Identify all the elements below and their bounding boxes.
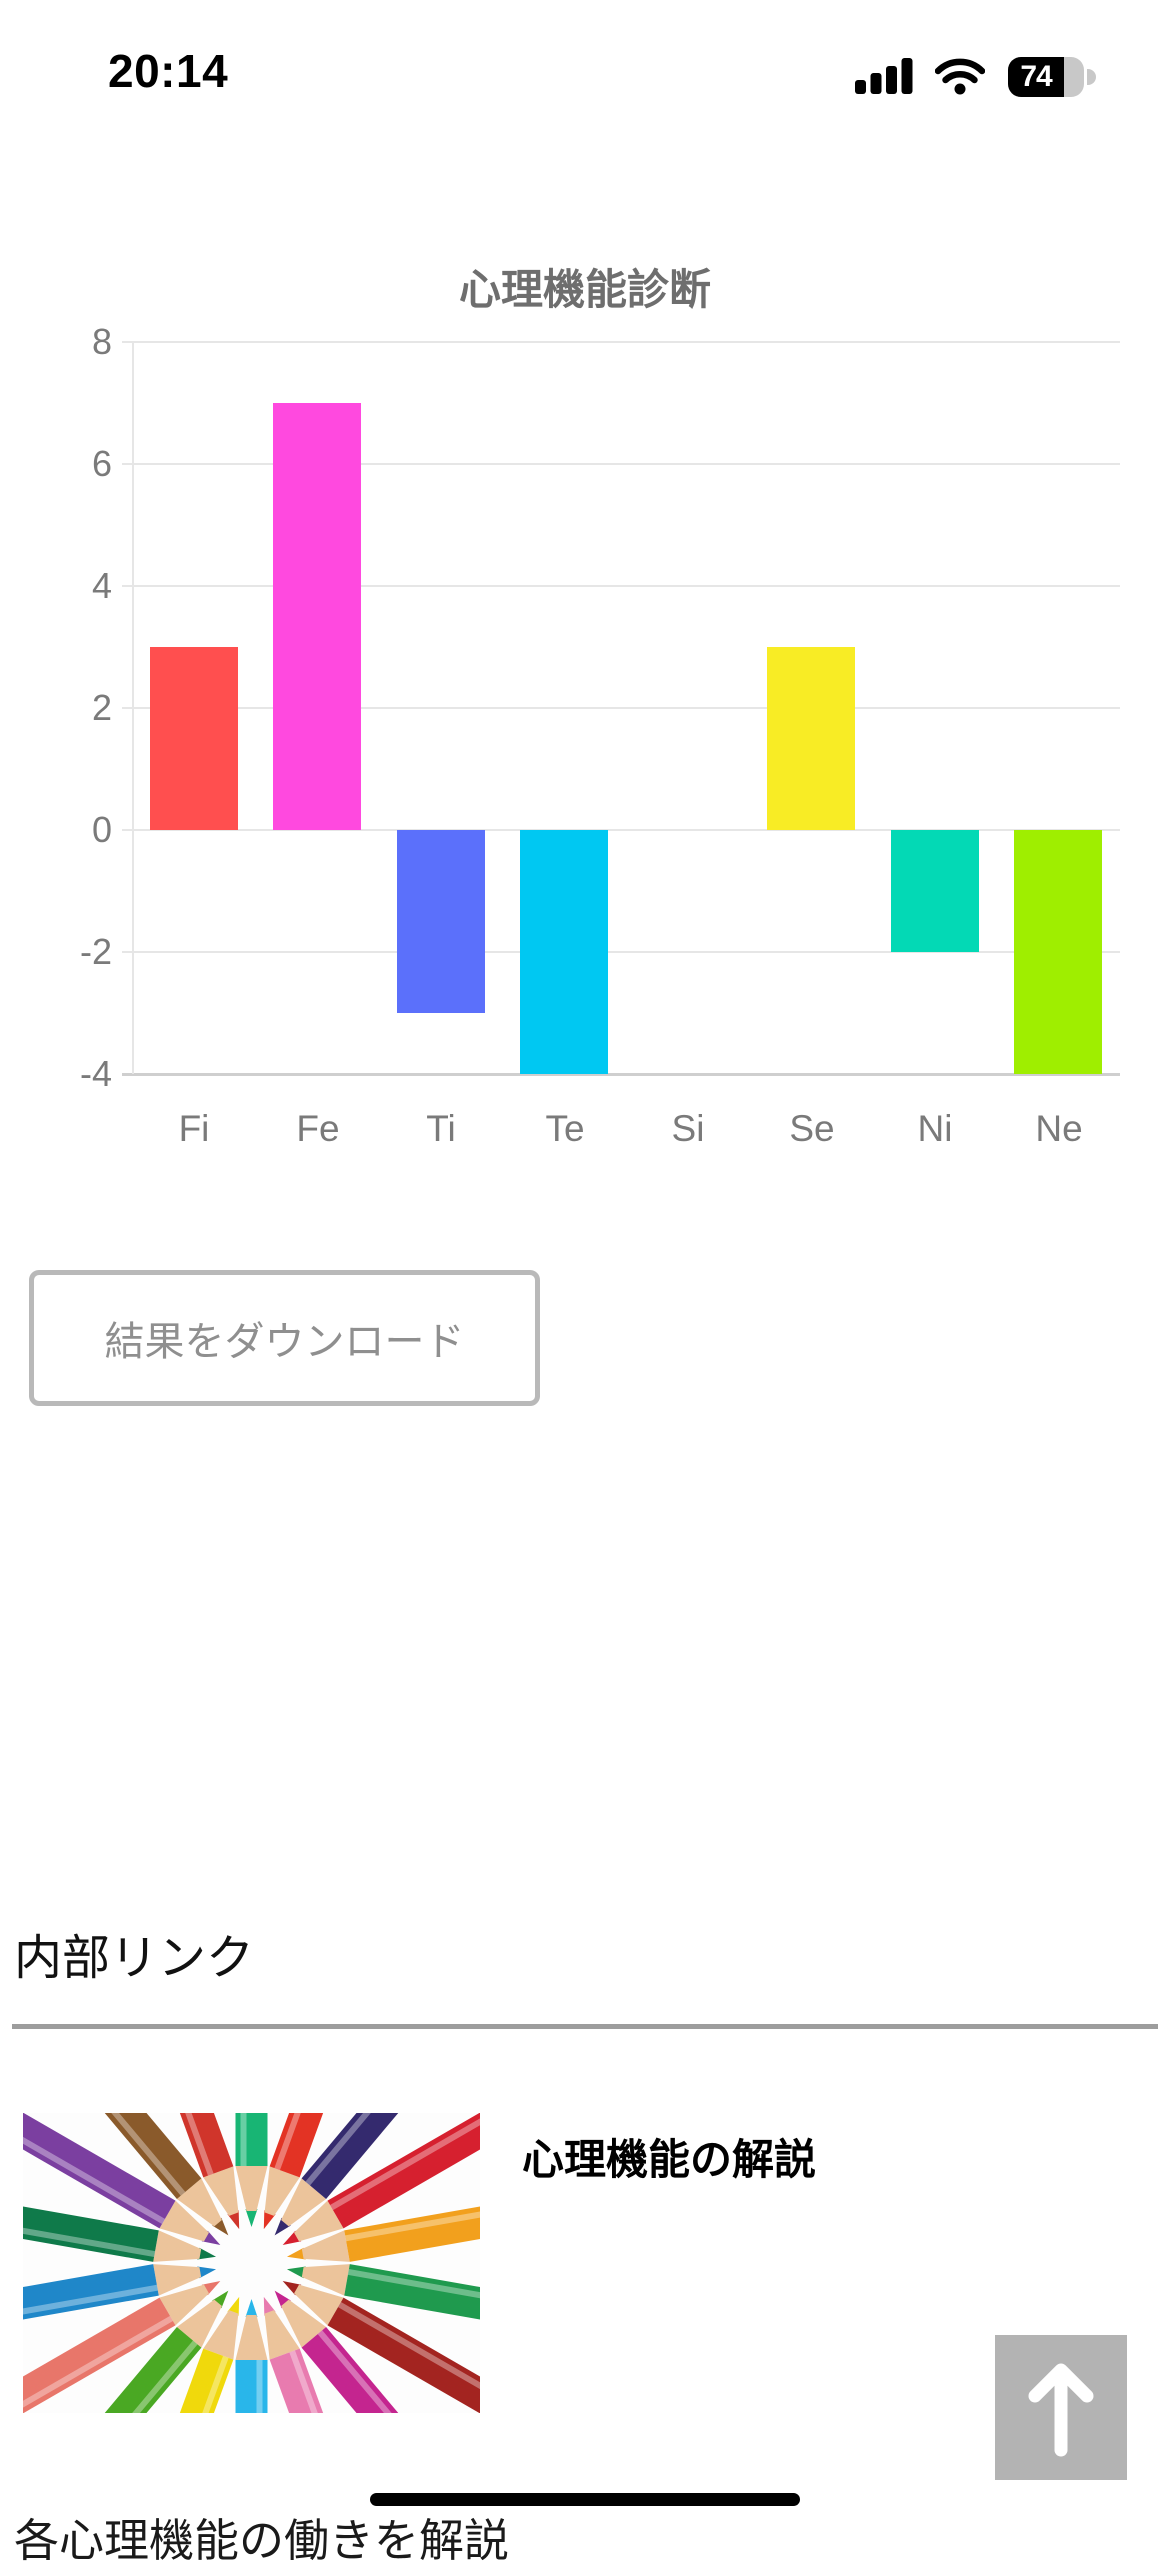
y-tick-label--2: -2: [79, 931, 112, 972]
gridline-y-4: [122, 585, 1120, 587]
chart-title: 心理機能診断: [458, 266, 711, 313]
pencil: [263, 2296, 365, 2413]
internal-links-heading: 内部リンク: [14, 1932, 255, 1985]
battery-percent-label: 74: [1020, 60, 1052, 93]
bar-Te: [520, 830, 608, 1074]
x-tick-label-Ne: Ne: [1035, 1108, 1083, 1149]
y-tick-label--4: -4: [79, 1053, 112, 1094]
internal-link-title[interactable]: 心理機能の解説: [522, 2136, 817, 2183]
x-tick-label-Ti: Ti: [426, 1108, 456, 1149]
bar-Ne: [1014, 830, 1102, 1074]
pencil: [54, 2113, 229, 2236]
pencil: [282, 2113, 480, 2245]
psych-function-bar-chart: 心理機能診断 8 6 4 2 0 -2 -4 Fi Fe Ti Te Si Se Ni Ne: [0, 0, 1170, 1200]
pencil: [274, 2290, 449, 2413]
y-tick-label-0: 0: [91, 809, 112, 850]
battery-icon: 74: [1008, 57, 1108, 97]
bar-Fi: [150, 647, 238, 830]
pencil: [235, 2299, 268, 2413]
pencil: [286, 2197, 480, 2262]
x-tick-label-Se: Se: [789, 1108, 835, 1149]
download-results-button[interactable]: 結果をダウンロード: [29, 1270, 540, 1406]
y-tick-label-4: 4: [91, 565, 112, 606]
x-tick-label-Ni: Ni: [917, 1108, 953, 1149]
pencil: [23, 2197, 217, 2262]
cellular-signal-icon: [855, 58, 913, 94]
battery-body: 74: [1008, 57, 1084, 97]
gridline-y-0: [122, 829, 1120, 831]
x-tick-label-Fe: Fe: [296, 1108, 340, 1149]
pencil: [274, 2113, 449, 2236]
y-tick-label-8: 8: [91, 321, 112, 362]
pencil: [282, 2281, 480, 2413]
section-divider: [12, 2024, 1158, 2029]
bar-Se: [767, 647, 855, 830]
x-tick-label-Si: Si: [671, 1108, 705, 1149]
status-time: 20:14: [108, 45, 229, 97]
pencil: [54, 2290, 229, 2413]
battery-nub: [1087, 69, 1096, 85]
pencil: [138, 2113, 240, 2230]
y-axis-line: [132, 342, 134, 1074]
pencil: [138, 2296, 240, 2413]
pencil: [23, 2264, 217, 2329]
pencil: [286, 2264, 480, 2329]
colored-pencils-image[interactable]: [23, 2113, 480, 2413]
x-tick-label-Fi: Fi: [178, 1108, 210, 1149]
colored-pencils-graphic: [23, 2113, 480, 2413]
bar-Fe: [273, 403, 361, 830]
bar-Ni: [891, 830, 979, 952]
internal-link-description: 各心理機能の働きを解説: [14, 2515, 510, 2566]
gridline-y-6: [122, 463, 1120, 465]
y-tick-label-6: 6: [91, 443, 112, 484]
bar-Ti: [397, 830, 485, 1013]
pencil: [235, 2113, 268, 2227]
gridline-y-8: [122, 341, 1120, 343]
gridline-y--4: [122, 1073, 1120, 1076]
battery-fill: 74: [1008, 57, 1064, 97]
pencil: [263, 2113, 365, 2230]
pencil: [23, 2113, 221, 2245]
home-indicator: [370, 2493, 800, 2506]
x-tick-label-Te: Te: [545, 1108, 585, 1149]
gridline-y--2: [122, 951, 1120, 953]
arrow-up-icon: [1028, 2363, 1094, 2456]
gridline-y-2: [122, 707, 1120, 709]
scroll-to-top-button[interactable]: [995, 2335, 1127, 2480]
y-tick-label-2: 2: [91, 687, 112, 728]
wifi-icon: [935, 58, 985, 95]
pencil: [23, 2281, 221, 2413]
